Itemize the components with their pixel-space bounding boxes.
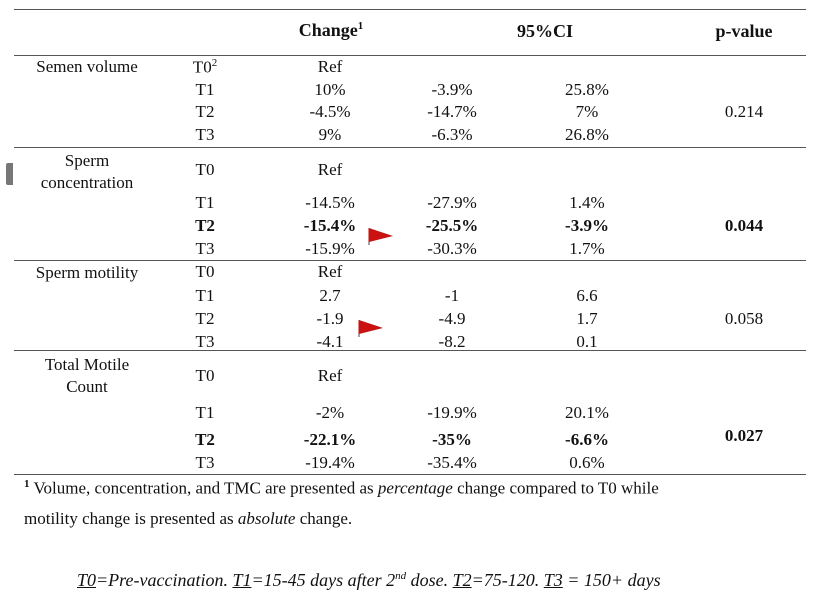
- ci-upper: -3.9%: [565, 216, 609, 235]
- ci-upper: 7%: [575, 102, 599, 121]
- change-value: -4.5%: [309, 102, 351, 121]
- header-change: Change1: [298, 20, 364, 40]
- change-value: -2%: [315, 403, 345, 422]
- change-value: Ref: [317, 366, 343, 385]
- time-point: T3: [195, 332, 215, 351]
- ci-lower: -30.3%: [427, 239, 477, 258]
- time-point: T0: [195, 262, 215, 281]
- ci-lower: -19.9%: [427, 403, 477, 422]
- ci-upper: -6.6%: [565, 430, 609, 449]
- ci-upper: 0.6%: [569, 453, 605, 472]
- red-flag-icon: [368, 228, 393, 245]
- ci-lower: -27.9%: [427, 193, 477, 212]
- time-point: T1: [195, 403, 215, 422]
- change-value: Ref: [317, 262, 343, 281]
- ci-lower: -35%: [432, 430, 472, 449]
- ci-upper: 0.1: [576, 332, 598, 351]
- row-group-label: Semen volume: [36, 57, 138, 76]
- time-point: T1: [195, 286, 215, 305]
- change-value: -1.9: [316, 309, 344, 328]
- footnote-line-1: 1 Volume, concentration, and TMC are pre…: [24, 478, 659, 498]
- time-point: T3: [195, 239, 215, 258]
- group-rule-1: [14, 147, 806, 148]
- p-value: 0.214: [724, 102, 764, 121]
- time-point: T3: [195, 125, 215, 144]
- change-value: 2.7: [319, 286, 341, 305]
- time-point: T0: [195, 160, 215, 179]
- ci-lower: -8.2: [438, 332, 466, 351]
- ci-lower: -14.7%: [427, 102, 477, 121]
- time-point: T02: [192, 57, 218, 77]
- p-value: 0.044: [724, 216, 764, 235]
- header-pvalue: p-value: [715, 21, 773, 41]
- change-value: Ref: [317, 160, 343, 179]
- time-point: T1: [195, 80, 215, 99]
- time-point: T2: [195, 216, 215, 235]
- ci-upper: 25.8%: [565, 80, 609, 99]
- time-legend: T0=Pre-vaccination. T1=15-45 days after …: [77, 570, 661, 590]
- time-point: T2: [195, 102, 215, 121]
- change-value: -4.1: [316, 332, 344, 351]
- change-value: Ref: [317, 57, 343, 76]
- header-ci: 95%CI: [516, 21, 574, 41]
- top-rule: [14, 9, 806, 10]
- change-value: -22.1%: [303, 430, 357, 449]
- group-rule-3: [14, 350, 806, 351]
- time-point: T1: [195, 193, 215, 212]
- time-point: T2: [195, 430, 215, 449]
- time-point: T0: [195, 366, 215, 385]
- p-value: 0.058: [724, 309, 764, 328]
- change-value: -15.4%: [303, 216, 357, 235]
- bottom-rule: [14, 474, 806, 475]
- row-group-label: Sperm motility: [35, 263, 139, 282]
- ci-upper: 1.4%: [569, 193, 605, 212]
- red-flag-icon: [358, 320, 383, 337]
- time-point: T3: [195, 453, 215, 472]
- ci-upper: 26.8%: [565, 125, 609, 144]
- change-value: -19.4%: [305, 453, 355, 472]
- footnote-line-2: motility change is presented as absolute…: [24, 509, 353, 528]
- group-rule-2: [14, 260, 806, 261]
- change-value: -14.5%: [305, 193, 355, 212]
- ci-lower: -1: [444, 286, 460, 305]
- change-value: 9%: [318, 125, 342, 144]
- row-group-label: Sperm concentration: [40, 151, 134, 192]
- header-rule: [14, 55, 806, 56]
- row-group-label: Total Motile Count: [44, 355, 130, 396]
- ci-upper: 6.6: [576, 286, 598, 305]
- change-value: -15.9%: [305, 239, 355, 258]
- ci-upper: 1.7: [576, 309, 598, 328]
- ci-lower: -6.3%: [431, 125, 473, 144]
- ci-lower: -4.9: [438, 309, 466, 328]
- time-point: T2: [195, 309, 215, 328]
- ci-lower: -3.9%: [431, 80, 473, 99]
- p-value: 0.027: [724, 426, 764, 445]
- ci-upper: 1.7%: [569, 239, 605, 258]
- change-value: 10%: [314, 80, 346, 99]
- ci-lower: -25.5%: [425, 216, 479, 235]
- tab-marker-icon: [6, 163, 13, 185]
- ci-lower: -35.4%: [427, 453, 477, 472]
- ci-upper: 20.1%: [565, 403, 609, 422]
